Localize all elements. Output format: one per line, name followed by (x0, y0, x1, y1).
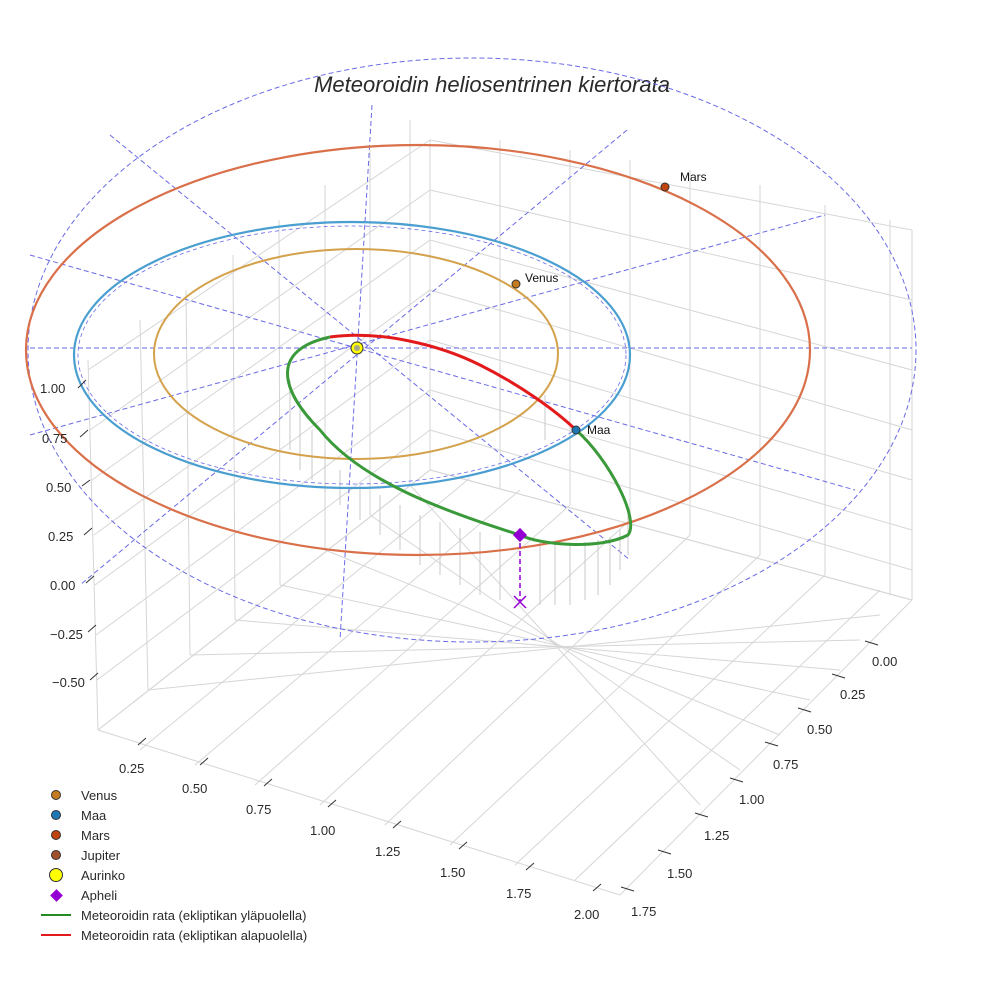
z-tick: 0.25 (48, 529, 73, 544)
legend-label: Jupiter (81, 847, 121, 863)
aphelion-marker[interactable] (512, 527, 528, 543)
legend-label: Meteoroidin rata (ekliptikan yläpuolella… (81, 907, 307, 923)
x-tick: 1.50 (440, 865, 465, 880)
z-tick: −0.25 (50, 627, 83, 642)
mars-label: Mars (680, 170, 707, 184)
x-tick: 2.00 (574, 907, 599, 922)
legend: Venus Maa Mars Jupiter Aurinko Apheli Me… (38, 785, 307, 945)
x-tick: 0.75 (246, 802, 271, 817)
legend-item-orbit-above[interactable]: Meteoroidin rata (ekliptikan yläpuolella… (38, 905, 307, 925)
z-tick: 1.00 (40, 381, 65, 396)
legend-label: Aurinko (81, 867, 126, 883)
mars-marker[interactable] (660, 182, 670, 192)
x-tick: 1.75 (506, 886, 531, 901)
legend-item-jupiter[interactable]: Jupiter (38, 845, 307, 865)
earth-label: Maa (587, 423, 611, 437)
venus-marker[interactable] (511, 279, 521, 289)
y-tick: 0.50 (807, 722, 832, 737)
legend-item-mars[interactable]: Mars (38, 825, 307, 845)
meteoroid-orbit-above (286, 335, 633, 546)
legend-label: Apheli (81, 887, 118, 903)
sun-icon (49, 868, 63, 882)
earth-marker[interactable] (571, 425, 581, 435)
z-tick: 0.50 (46, 480, 71, 495)
chart-title: Meteoroidin heliosentrinen kiertorata (314, 72, 670, 97)
earth-dot-icon (51, 810, 61, 820)
sun-marker-inner (354, 345, 360, 351)
legend-item-apheli[interactable]: Apheli (38, 885, 307, 905)
z-axis (77, 379, 99, 681)
legend-item-venus[interactable]: Venus (38, 785, 307, 805)
y-tick: 0.00 (872, 654, 897, 669)
green-line-icon (41, 914, 71, 916)
aphelion-projection-x-icon (513, 595, 527, 609)
legend-item-orbit-below[interactable]: Meteoroidin rata (ekliptikan alapuolella… (38, 925, 307, 945)
legend-item-maa[interactable]: Maa (38, 805, 307, 825)
venus-dot-icon (51, 790, 61, 800)
jupiter-dot-icon (51, 850, 61, 860)
meteoroid-orbit-below (329, 333, 578, 432)
drop-lines (289, 370, 629, 605)
earth-orbit (72, 220, 632, 490)
x-tick: 0.50 (182, 781, 207, 796)
grid-lines (87, 120, 913, 896)
x-tick: 0.25 (119, 761, 144, 776)
legend-label: Mars (81, 827, 110, 843)
red-line-icon (41, 934, 71, 936)
y-tick: 0.75 (773, 757, 798, 772)
x-tick: 1.25 (375, 844, 400, 859)
venus-orbit (153, 248, 559, 460)
diamond-icon (49, 888, 63, 902)
y-tick: 0.25 (840, 687, 865, 702)
mars-dot-icon (51, 830, 61, 840)
venus-label: Venus (525, 271, 558, 285)
z-tick: 0.75 (42, 431, 67, 446)
legend-label: Maa (81, 807, 107, 823)
y-tick: 1.50 (667, 866, 692, 881)
earth-orbit-dashed (77, 225, 627, 485)
ecliptic-reference-lines (27, 57, 917, 643)
z-tick: −0.50 (52, 675, 85, 690)
x-axis (137, 737, 602, 892)
x-tick: 1.00 (310, 823, 335, 838)
y-axis (620, 640, 879, 892)
legend-label: Venus (81, 787, 118, 803)
legend-item-aurinko[interactable]: Aurinko (38, 865, 307, 885)
y-tick: 1.75 (631, 904, 656, 919)
legend-label: Meteoroidin rata (ekliptikan alapuolella… (81, 927, 308, 943)
mars-orbit (24, 143, 812, 557)
z-tick: 0.00 (50, 578, 75, 593)
y-tick: 1.00 (739, 792, 764, 807)
y-tick: 1.25 (704, 828, 729, 843)
